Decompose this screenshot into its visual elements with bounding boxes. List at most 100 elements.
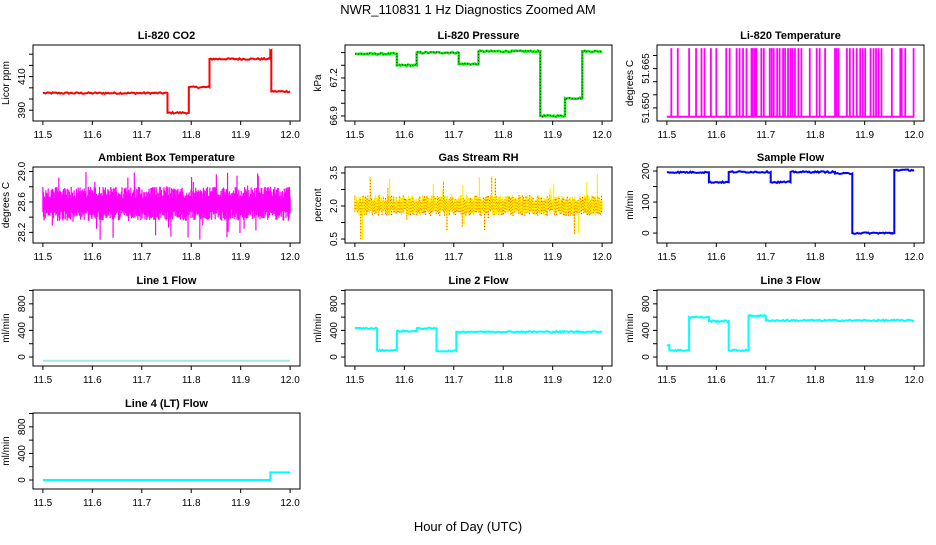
x-tick-label: 12.0	[592, 375, 612, 386]
x-tick-label: 11.7	[756, 375, 775, 386]
y-tick-label: 400	[17, 445, 28, 462]
x-tick-label: 11.9	[543, 375, 562, 386]
x-tick-label: 11.9	[543, 252, 562, 263]
x-tick-label: 12.0	[904, 252, 924, 263]
x-tick-label: 11.9	[855, 252, 874, 263]
spike-mark	[880, 48, 883, 117]
spike-mark	[754, 48, 756, 117]
spike-mark	[875, 48, 877, 117]
x-tick-label: 11.6	[707, 130, 726, 141]
y-axis-label: ml/min	[1, 313, 12, 342]
y-tick-label: 0	[17, 354, 28, 360]
x-tick-label: 11.6	[83, 375, 102, 386]
y-axis-label: ml/min	[1, 436, 12, 465]
x-tick-label: 11.7	[444, 252, 463, 263]
x-tick-label: 12.0	[904, 375, 924, 386]
spike-mark	[815, 48, 818, 117]
x-tick-label: 11.7	[132, 252, 151, 263]
x-tick-label: 11.6	[707, 375, 726, 386]
spike-mark	[869, 48, 872, 117]
x-tick-label: 11.7	[132, 130, 151, 141]
spike-mark	[787, 48, 789, 117]
spike-mark	[808, 48, 811, 117]
spike-mark	[912, 48, 915, 117]
plot-area	[354, 48, 603, 119]
spike-mark	[904, 48, 907, 117]
x-tick-label: 11.5	[346, 130, 365, 141]
y-tick-label: 100	[641, 193, 652, 210]
panel-title: Line 4 (LT) Flow	[125, 398, 208, 410]
x-tick-label: 12.0	[592, 130, 612, 141]
x-tick-label: 11.6	[83, 130, 102, 141]
chart-panel-4: Ambient Box Temperature degrees C 28.2 28.6…	[1, 152, 301, 263]
spike-mark	[837, 48, 840, 117]
spike-mark	[877, 48, 880, 117]
x-tick-label: 11.8	[806, 130, 825, 141]
x-tick-label: 11.6	[395, 252, 414, 263]
y-tick-label: 2.0	[329, 199, 340, 213]
spike-mark	[899, 48, 902, 117]
plot-frame	[344, 289, 613, 367]
plot-area	[354, 174, 603, 240]
spike-mark	[742, 48, 744, 117]
y-tick-label: 0	[641, 354, 652, 360]
x-tick-label: 11.8	[494, 130, 513, 141]
spike-mark	[782, 48, 784, 117]
spike-mark	[715, 48, 718, 117]
spike-mark	[852, 48, 855, 117]
x-tick-label: 11.9	[855, 375, 874, 386]
spike-mark	[791, 48, 794, 117]
plot-area	[666, 48, 915, 118]
spike-mark	[768, 48, 771, 117]
series-dotted-overlay	[354, 50, 603, 118]
x-tick-label: 11.7	[132, 498, 151, 509]
y-axis-label: degrees C	[1, 182, 12, 228]
x-tick-label: 11.8	[494, 252, 513, 263]
y-tick-label: 410	[17, 68, 28, 85]
panel-title: Li-820 Temperature	[740, 30, 841, 42]
spike-mark	[695, 48, 697, 117]
x-tick-label: 12.0	[280, 498, 300, 509]
spike-mark	[794, 48, 796, 117]
spike-mark	[700, 48, 703, 117]
series-line	[42, 48, 291, 115]
panel-title: Line 1 Flow	[137, 275, 197, 287]
x-tick-label: 11.6	[395, 375, 414, 386]
y-axis-label: kPa	[313, 74, 324, 92]
panel-title: Line 2 Flow	[449, 275, 509, 287]
spike-mark	[797, 48, 800, 117]
spike-mark	[872, 48, 875, 117]
x-tick-label: 11.7	[756, 130, 775, 141]
spike-mark	[789, 48, 792, 117]
x-tick-label: 11.8	[182, 130, 201, 141]
y-tick-label: 3.5	[329, 166, 340, 180]
x-tick-label: 11.8	[806, 252, 825, 263]
panel-title: Line 3 Flow	[761, 275, 821, 287]
chart-panel-10: Line 4 (LT) Flow ml/min 0 400 800 11.5 11.6 11.…	[1, 398, 301, 509]
x-tick-label: 11.5	[34, 375, 53, 386]
x-tick-label: 11.7	[444, 375, 463, 386]
y-tick-label: 67.2	[329, 68, 340, 88]
x-tick-label: 11.7	[756, 252, 775, 263]
x-tick-label: 11.5	[34, 498, 53, 509]
x-tick-label: 12.0	[280, 130, 300, 141]
spike-mark	[861, 48, 864, 117]
plot-frame	[656, 289, 925, 367]
x-tick-label: 11.8	[806, 375, 825, 386]
spike-mark	[890, 48, 893, 117]
chart-panel-5: Gas Stream RH percent 0.5 2.0 3.5 11.5 11.6 11.…	[313, 152, 613, 263]
spike-mark	[778, 48, 781, 117]
spike-mark	[738, 48, 741, 117]
x-tick-label: 11.6	[395, 130, 414, 141]
chart-panel-1: Li-820 CO2 Licor ppm 390 410 11.5 11.6 11.7 11.…	[1, 30, 301, 141]
y-tick-label: 66.9	[329, 106, 340, 126]
spike-mark	[900, 48, 903, 117]
spike-mark	[745, 48, 748, 117]
x-axis-label: Hour of Day (UTC)	[414, 519, 522, 534]
spike-mark	[864, 48, 867, 117]
x-tick-label: 11.7	[444, 130, 463, 141]
y-axis-label: Licor ppm	[1, 61, 12, 105]
spike-mark	[859, 48, 862, 117]
x-tick-label: 11.8	[182, 375, 201, 386]
spike-mark	[760, 48, 763, 117]
